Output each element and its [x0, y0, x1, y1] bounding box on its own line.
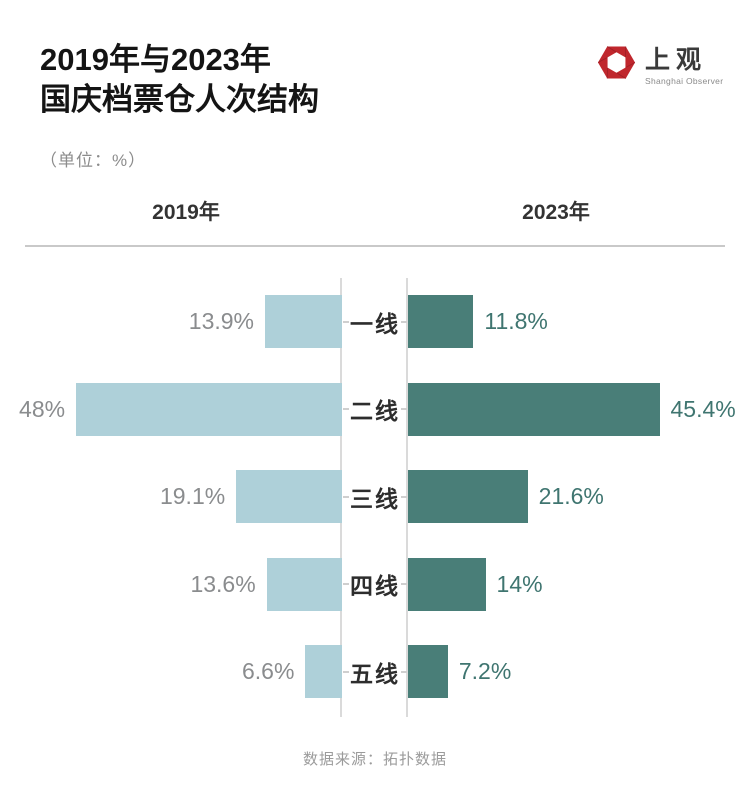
axis-line-right [406, 278, 408, 717]
value-label-2019: 19.1% [159, 483, 226, 510]
tick-right [401, 583, 407, 586]
chart: 13.9% 一线 11.8% 48% 二线 45.4% 19.1% 三线 21.6% 13.6% 四… [0, 278, 750, 718]
chart-cell-2019: 48% [0, 366, 342, 454]
tick-left [343, 408, 349, 411]
category-label: 三线 [350, 485, 400, 512]
column-header-2023: 2023年 [522, 201, 590, 224]
category-cell: 五线 [342, 628, 408, 716]
page-title: 2019年与2023年 国庆档票仓人次结构 [40, 40, 319, 120]
unit-note: （单位：%） [40, 151, 147, 170]
value-label-2019: 48% [19, 395, 66, 422]
chart-cell-2019: 19.1% [0, 453, 342, 541]
category-cell: 三线 [342, 453, 408, 541]
tick-right [401, 495, 407, 498]
bar-2019 [76, 382, 342, 436]
page-title-line1: 2019年与2023年 [40, 42, 271, 77]
chart-cell-2023: 7.2% [408, 628, 750, 716]
tick-left [343, 320, 349, 323]
chart-row: 13.6% 四线 14% [0, 541, 750, 629]
hexagon-gem-icon [598, 46, 635, 79]
value-label-2023: 21.6% [538, 483, 604, 510]
category-label: 五线 [350, 660, 400, 687]
bar-2023 [408, 645, 448, 699]
category-label: 一线 [350, 310, 400, 337]
tick-right [401, 320, 407, 323]
tick-left [343, 583, 349, 586]
bar-2023 [408, 382, 660, 436]
value-label-2023: 7.2% [458, 658, 512, 685]
category-label: 四线 [350, 573, 400, 600]
bar-2019 [266, 557, 342, 611]
value-label-2019: 13.6% [190, 570, 256, 597]
page-title-line2: 国庆档票仓人次结构 [40, 82, 319, 117]
category-label: 二线 [350, 398, 400, 425]
bar-2019 [236, 470, 342, 524]
value-label-2019: 6.6% [242, 658, 295, 685]
data-source-note: 数据来源：拓扑数据 [302, 751, 447, 768]
value-label-2023: 11.8% [484, 308, 548, 335]
tick-right [401, 670, 407, 673]
bar-2023 [408, 295, 474, 349]
brand-logo: 上观 Shanghai Observer [598, 44, 723, 86]
chart-cell-2023: 11.8% [408, 278, 750, 366]
value-label-2019: 13.9% [188, 308, 254, 335]
brand-text: 上观 Shanghai Observer [645, 45, 724, 87]
value-label-2023: 14% [496, 570, 543, 597]
chart-cell-2019: 6.6% [0, 628, 342, 716]
header-divider [25, 245, 725, 247]
bar-2019 [265, 295, 342, 349]
tick-left [343, 495, 349, 498]
value-label-2023: 45.4% [670, 395, 736, 422]
bar-2019 [305, 645, 342, 699]
category-cell: 二线 [342, 366, 408, 454]
category-cell: 一线 [342, 278, 408, 366]
chart-row: 6.6% 五线 7.2% [0, 628, 750, 716]
tick-left [343, 670, 349, 673]
bar-2023 [408, 557, 486, 611]
chart-row: 13.9% 一线 11.8% [0, 278, 750, 366]
chart-cell-2023: 14% [408, 541, 750, 629]
chart-row: 48% 二线 45.4% [0, 366, 750, 454]
category-cell: 四线 [342, 541, 408, 629]
chart-row: 19.1% 三线 21.6% [0, 453, 750, 541]
chart-cell-2023: 21.6% [408, 453, 750, 541]
chart-cell-2019: 13.6% [0, 541, 342, 629]
brand-name: 上观 [645, 45, 708, 74]
tick-right [401, 408, 407, 411]
column-header-2019: 2019年 [152, 201, 220, 224]
brand-subtitle: Shanghai Observer [645, 76, 724, 86]
chart-cell-2019: 13.9% [0, 278, 342, 366]
bar-2023 [408, 470, 528, 524]
chart-cell-2023: 45.4% [408, 366, 750, 454]
